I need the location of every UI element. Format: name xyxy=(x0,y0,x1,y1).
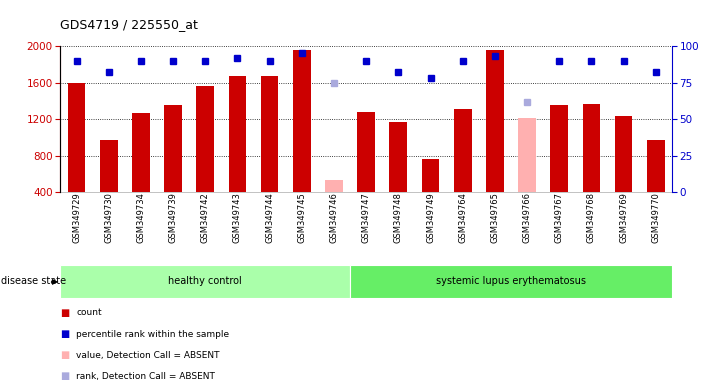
Bar xyxy=(164,105,182,192)
Text: ▶: ▶ xyxy=(52,277,58,286)
Bar xyxy=(228,76,246,192)
Text: percentile rank within the sample: percentile rank within the sample xyxy=(76,329,229,339)
Text: GSM349748: GSM349748 xyxy=(394,192,403,243)
Text: ■: ■ xyxy=(60,308,70,318)
Bar xyxy=(454,109,471,192)
Text: GSM349764: GSM349764 xyxy=(458,192,467,243)
Text: systemic lupus erythematosus: systemic lupus erythematosus xyxy=(436,276,586,286)
Text: GSM349729: GSM349729 xyxy=(72,192,81,243)
Text: GSM349734: GSM349734 xyxy=(137,192,145,243)
Bar xyxy=(325,180,343,192)
Text: GSM349739: GSM349739 xyxy=(169,192,178,243)
Text: GSM349744: GSM349744 xyxy=(265,192,274,243)
Text: GSM349742: GSM349742 xyxy=(201,192,210,243)
Text: GSM349745: GSM349745 xyxy=(297,192,306,243)
Text: GSM349765: GSM349765 xyxy=(491,192,499,243)
Text: ■: ■ xyxy=(60,329,70,339)
Text: count: count xyxy=(76,308,102,318)
Text: healthy control: healthy control xyxy=(169,276,242,286)
Bar xyxy=(390,122,407,192)
Text: ■: ■ xyxy=(60,350,70,360)
Text: GSM349747: GSM349747 xyxy=(362,192,370,243)
Text: value, Detection Call = ABSENT: value, Detection Call = ABSENT xyxy=(76,351,220,360)
Bar xyxy=(100,139,117,192)
Bar xyxy=(60,265,350,298)
Bar xyxy=(132,113,150,192)
Bar xyxy=(582,104,600,192)
Text: GSM349749: GSM349749 xyxy=(426,192,435,243)
Bar xyxy=(68,83,85,192)
Bar xyxy=(358,112,375,192)
Text: GSM349767: GSM349767 xyxy=(555,192,564,243)
Text: GSM349768: GSM349768 xyxy=(587,192,596,243)
Bar xyxy=(261,76,279,192)
Text: disease state: disease state xyxy=(1,276,66,286)
Text: GSM349746: GSM349746 xyxy=(329,192,338,243)
Text: rank, Detection Call = ABSENT: rank, Detection Call = ABSENT xyxy=(76,372,215,381)
Text: GDS4719 / 225550_at: GDS4719 / 225550_at xyxy=(60,18,198,31)
Text: GSM349770: GSM349770 xyxy=(651,192,661,243)
Bar xyxy=(422,159,439,192)
Bar xyxy=(615,116,633,192)
Text: GSM349730: GSM349730 xyxy=(105,192,113,243)
Bar xyxy=(647,139,665,192)
Bar xyxy=(293,50,311,192)
Bar xyxy=(350,265,672,298)
Bar xyxy=(486,50,503,192)
Text: GSM349766: GSM349766 xyxy=(523,192,532,243)
Text: ■: ■ xyxy=(60,371,70,381)
Bar xyxy=(550,105,568,192)
Bar xyxy=(518,118,536,192)
Text: GSM349743: GSM349743 xyxy=(233,192,242,243)
Text: GSM349769: GSM349769 xyxy=(619,192,628,243)
Bar xyxy=(196,86,214,192)
